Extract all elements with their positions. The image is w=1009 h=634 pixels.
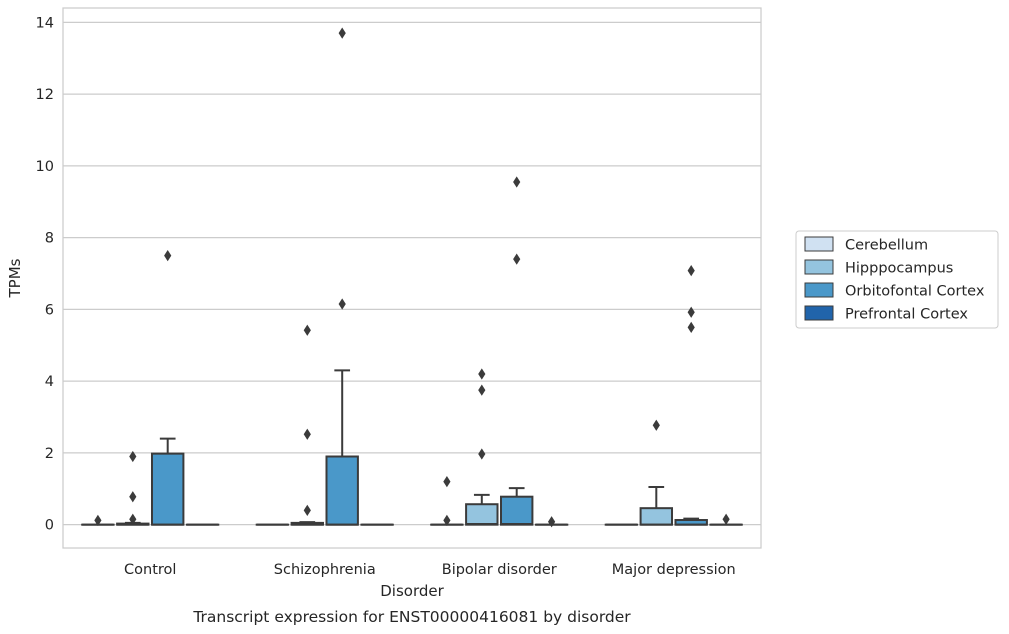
outlier-point xyxy=(687,265,695,277)
outlier-point xyxy=(164,249,172,262)
box-orbitofontal-cortex xyxy=(150,249,185,526)
outlier-point xyxy=(303,428,311,440)
box-cerebellum xyxy=(81,514,115,526)
box-orbitofontal-cortex xyxy=(499,176,534,526)
y-tick-label: 12 xyxy=(36,87,54,103)
box-hipppocampus xyxy=(465,368,499,526)
legend-frame xyxy=(795,230,999,329)
outlier-point xyxy=(129,450,137,463)
y-tick-label: 8 xyxy=(45,231,54,247)
x-axis-ticks: Control Schizophrenia Bipolar disorder Majo… xyxy=(124,562,736,578)
legend: Cerebellum Hipppocampus Orbitofontal Corte… xyxy=(795,230,999,329)
box-rect xyxy=(465,503,499,526)
outlier-point xyxy=(478,384,486,396)
outlier-point xyxy=(303,324,311,336)
y-axis-label: TPMs xyxy=(6,258,24,298)
box-prefrontal-cortex xyxy=(709,513,743,526)
plot-frame xyxy=(62,7,762,549)
outlier-point xyxy=(338,27,346,39)
legend-swatch xyxy=(804,236,834,252)
legend-swatch xyxy=(804,259,834,275)
outlier-point xyxy=(478,368,486,380)
outlier-point xyxy=(129,491,137,503)
x-tick-label: Control xyxy=(124,562,176,578)
outlier-point xyxy=(478,448,486,460)
box-hipppocampus xyxy=(290,324,325,526)
box-rect xyxy=(639,507,674,526)
legend-swatch xyxy=(804,282,834,298)
box-prefrontal-cortex xyxy=(534,516,569,528)
outlier-point xyxy=(443,514,451,526)
x-tick-label: Bipolar disorder xyxy=(442,562,557,578)
box-orbitofontal-cortex xyxy=(325,27,359,526)
y-tick-label: 4 xyxy=(45,374,54,390)
legend-label: Hipppocampus xyxy=(845,261,953,277)
outlier-point xyxy=(513,176,521,188)
outlier-point xyxy=(687,321,695,333)
x-tick-label: Schizophrenia xyxy=(274,562,376,578)
outlier-point xyxy=(129,513,137,525)
box-rect xyxy=(150,452,185,526)
legend-label: Orbitofontal Cortex xyxy=(845,284,985,300)
legend-swatch xyxy=(804,305,834,321)
box-hipppocampus xyxy=(116,450,150,526)
box-rect xyxy=(499,495,534,526)
y-tick-label: 0 xyxy=(45,518,54,534)
outlier-point xyxy=(338,298,346,310)
chart-title: Transcript expression for ENST0000041608… xyxy=(192,608,631,626)
outlier-point xyxy=(687,306,695,318)
outlier-point xyxy=(722,513,730,525)
outlier-point xyxy=(443,475,451,488)
outlier-point xyxy=(303,504,311,516)
y-tick-label: 14 xyxy=(36,15,54,31)
outlier-point xyxy=(548,516,556,528)
outlier-point xyxy=(652,419,660,431)
legend-label: Prefrontal Cortex xyxy=(845,307,968,323)
y-tick-label: 10 xyxy=(36,159,54,175)
outlier-point xyxy=(513,253,521,265)
box-rect xyxy=(325,455,359,526)
y-tick-label: 6 xyxy=(45,302,54,318)
boxes xyxy=(81,27,743,528)
x-axis-label: Disorder xyxy=(380,582,444,600)
box-cerebellum xyxy=(430,475,464,526)
y-tick-label: 2 xyxy=(45,446,54,462)
y-axis-ticks: 0 2 4 6 8 10 12 14 xyxy=(36,15,54,533)
box-orbitofontal-cortex xyxy=(674,265,708,526)
outlier-point xyxy=(94,514,102,526)
legend-label: Cerebellum xyxy=(845,238,928,254)
box-hipppocampus xyxy=(639,419,674,526)
x-tick-label: Major depression xyxy=(612,562,736,578)
